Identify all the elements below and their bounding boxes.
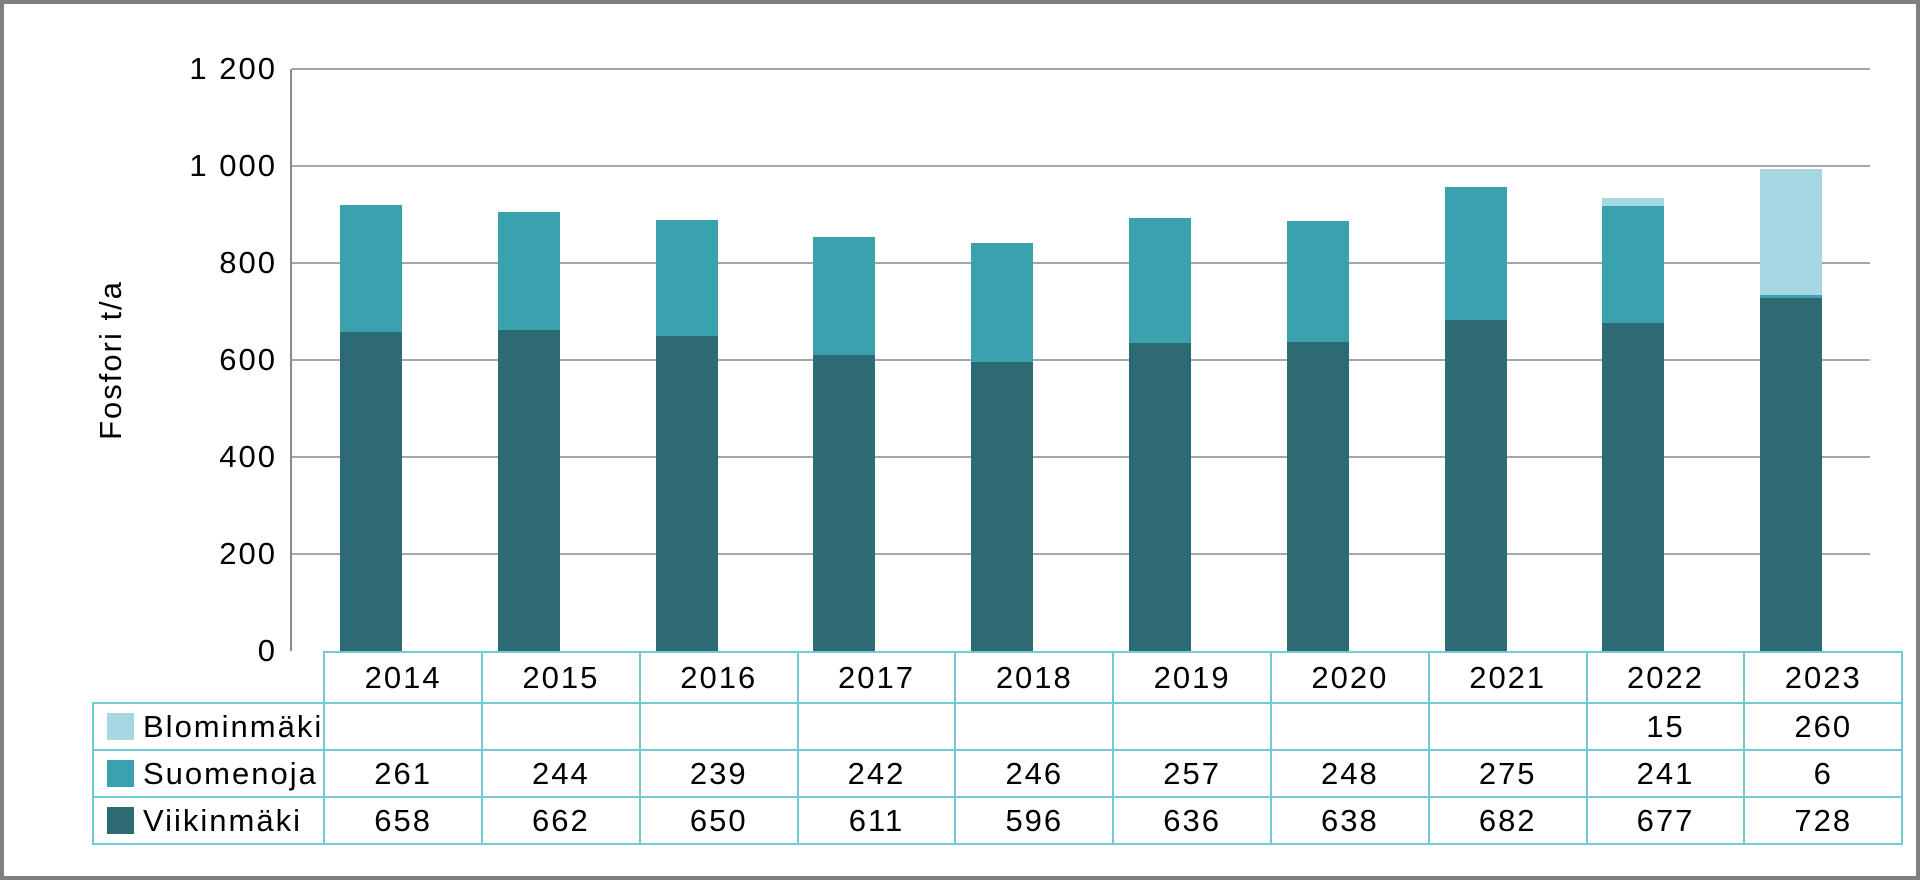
year-header-2021: 2021 (1427, 651, 1588, 704)
gridline-200 (292, 553, 1870, 555)
value-viikinmaki-2023: 728 (1743, 796, 1904, 845)
value-blominmaki-2020 (1270, 702, 1430, 751)
y-tick-label-800: 800 (219, 245, 277, 280)
y-tick-label-1200: 1 200 (189, 51, 277, 86)
value-viikinmaki-2015: 662 (481, 796, 641, 845)
table-row-viikinmaki: Viikinmäki 658 662 650 611 596 636 638 682 677 728 (91, 796, 1904, 845)
value-blominmaki-2021 (1427, 702, 1588, 751)
value-viikinmaki-2021: 682 (1427, 796, 1588, 845)
value-suomenoja-2019: 257 (1112, 749, 1272, 798)
legend-item-viikinmaki: Viikinmäki (91, 796, 326, 845)
legend-item-suomenoja: Suomenoja (91, 749, 326, 798)
value-suomenoja-2018: 246 (954, 749, 1115, 798)
year-header-2023: 2023 (1743, 651, 1904, 704)
y-tick-label-0: 0 (257, 633, 277, 668)
year-header-2017: 2017 (796, 651, 957, 704)
bar-segment-suomenoja-2020 (1286, 221, 1349, 342)
value-viikinmaki-2019: 636 (1112, 796, 1272, 845)
value-suomenoja-2014: 261 (323, 749, 484, 798)
year-header-2020: 2020 (1270, 651, 1430, 704)
bar-segment-viikinmaki-2014 (339, 331, 402, 651)
bar-segment-suomenoja-2021 (1444, 186, 1507, 321)
legend-swatch-blominmaki (107, 712, 134, 740)
table-row-blominmaki: Blominmäki 15 260 (91, 702, 1904, 751)
value-suomenoja-2017: 242 (796, 749, 957, 798)
bar-segment-viikinmaki-2016 (655, 335, 718, 651)
legend-label-viikinmaki: Viikinmäki (143, 802, 302, 838)
bar-segment-suomenoja-2018 (971, 242, 1034, 362)
value-blominmaki-2018 (954, 702, 1115, 751)
bar-segment-suomenoja-2019 (1128, 217, 1191, 343)
value-blominmaki-2016 (638, 702, 799, 751)
value-viikinmaki-2022: 677 (1585, 796, 1746, 845)
year-header-2015: 2015 (481, 651, 641, 704)
values-table-grid: 2014 2015 2016 2017 2018 2019 2020 2021 2022 2023… (91, 651, 1904, 845)
table-corner-empty (93, 652, 324, 703)
value-suomenoja-2023: 6 (1743, 749, 1904, 798)
value-suomenoja-2016: 239 (638, 749, 799, 798)
value-blominmaki-2023: 260 (1743, 702, 1904, 751)
value-viikinmaki-2014: 658 (323, 796, 484, 845)
bar-segment-suomenoja-2015 (497, 211, 560, 330)
value-suomenoja-2022: 241 (1585, 749, 1746, 798)
bar-segment-viikinmaki-2019 (1128, 342, 1191, 651)
bar-segment-viikinmaki-2015 (497, 329, 560, 651)
gridline-1000 (292, 165, 1870, 167)
legend-swatch-viikinmaki (107, 806, 134, 834)
year-header-2018: 2018 (954, 651, 1115, 704)
legend-label-suomenoja: Suomenoja (143, 755, 318, 791)
bar-segment-suomenoja-2016 (655, 219, 718, 336)
value-viikinmaki-2020: 638 (1270, 796, 1430, 845)
value-blominmaki-2015 (481, 702, 641, 751)
y-tick-label-200: 200 (219, 536, 277, 571)
legend-label-blominmaki: Blominmäki (143, 708, 324, 744)
gridline-600 (292, 359, 1870, 361)
year-header-2019: 2019 (1112, 651, 1272, 704)
gridline-800 (292, 262, 1870, 264)
legend-item-blominmaki: Blominmäki (91, 702, 326, 751)
bar-segment-viikinmaki-2018 (971, 361, 1034, 651)
bar-segment-viikinmaki-2017 (813, 354, 876, 651)
bar-segment-suomenoja-2023 (1760, 295, 1823, 298)
y-tick-label-400: 400 (219, 439, 277, 474)
value-blominmaki-2017 (796, 702, 957, 751)
bar-segment-blominmaki-2022 (1602, 198, 1665, 206)
value-suomenoja-2021: 275 (1427, 749, 1588, 798)
y-tick-label-1000: 1 000 (189, 148, 277, 183)
value-blominmaki-2022: 15 (1585, 702, 1746, 751)
table-row-suomenoja: Suomenoja 261 244 239 242 246 257 248 275 241 6 (91, 749, 1904, 798)
value-suomenoja-2020: 248 (1270, 749, 1430, 798)
bar-segment-suomenoja-2017 (813, 237, 876, 355)
year-header-2022: 2022 (1585, 651, 1746, 704)
value-blominmaki-2014 (323, 702, 484, 751)
bar-segment-suomenoja-2014 (339, 205, 402, 332)
bar-segment-blominmaki-2023 (1760, 168, 1823, 295)
value-viikinmaki-2018: 596 (954, 796, 1115, 845)
bar-segment-suomenoja-2022 (1602, 205, 1665, 323)
bar-segment-viikinmaki-2021 (1444, 320, 1507, 651)
value-viikinmaki-2016: 650 (638, 796, 799, 845)
y-tick-label-600: 600 (219, 342, 277, 377)
y-axis-line (290, 69, 292, 651)
gridline-1200 (292, 68, 1870, 70)
gridline-400 (292, 456, 1870, 458)
legend-swatch-suomenoja (107, 759, 134, 787)
year-header-2014: 2014 (323, 651, 484, 704)
value-blominmaki-2019 (1112, 702, 1272, 751)
bar-segment-viikinmaki-2020 (1286, 341, 1349, 651)
bar-segment-viikinmaki-2022 (1602, 322, 1665, 651)
bar-segment-viikinmaki-2023 (1760, 297, 1823, 651)
value-viikinmaki-2017: 611 (796, 796, 957, 845)
value-suomenoja-2015: 244 (481, 749, 641, 798)
year-header-2016: 2016 (638, 651, 799, 704)
